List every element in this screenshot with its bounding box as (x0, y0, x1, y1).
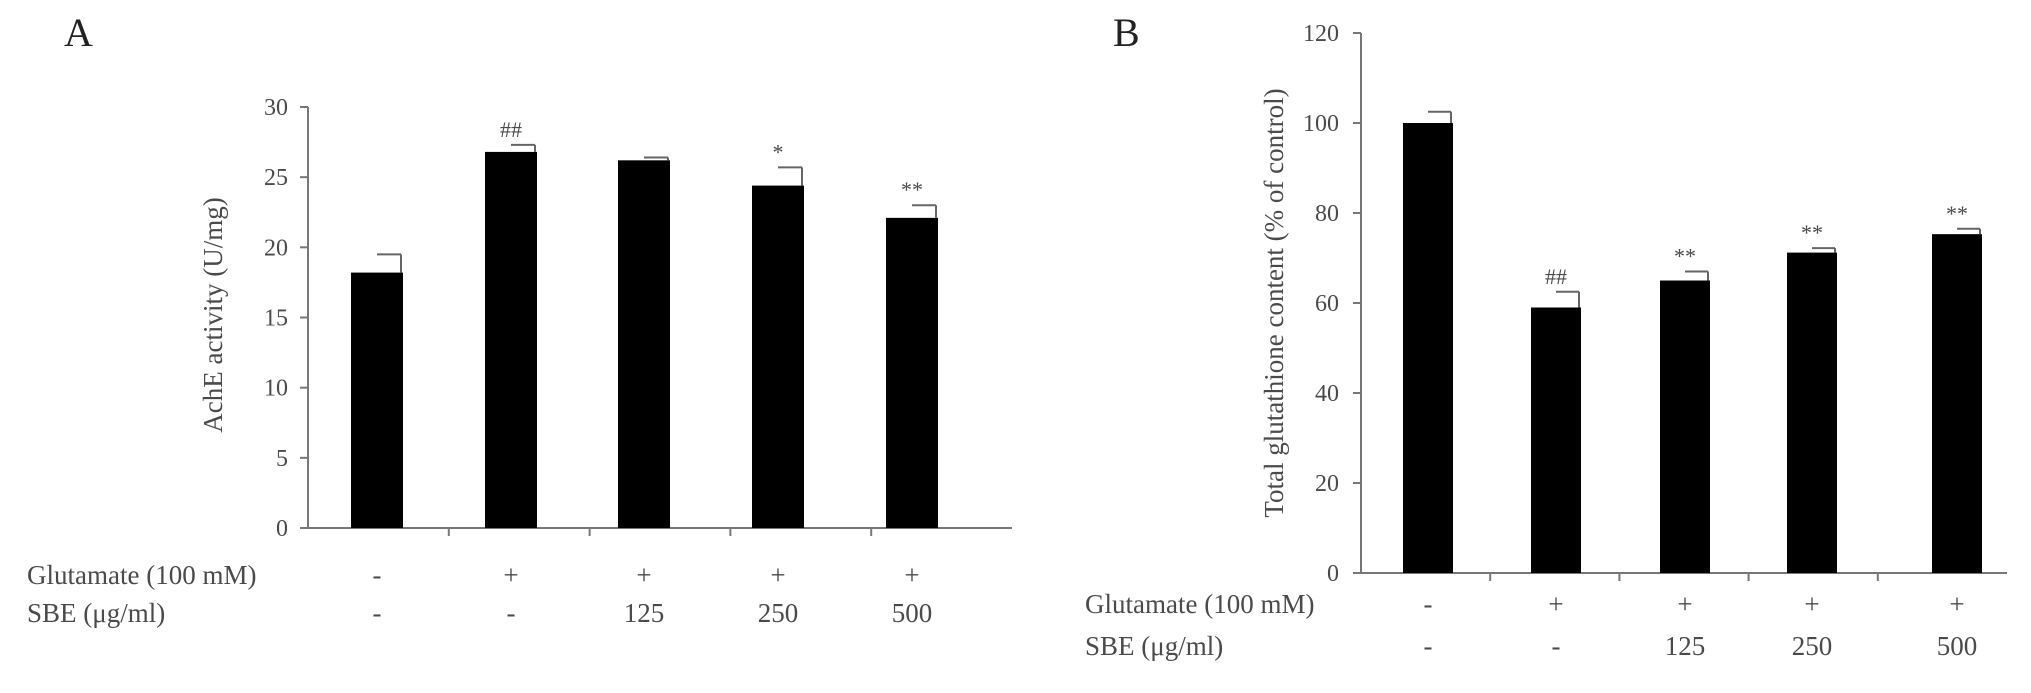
panel-a-y-tick-label: 25 (264, 165, 288, 191)
panel-b-y-tick-label: 120 (1303, 21, 1339, 47)
panel-b-significance-mark: ** (1674, 244, 1696, 269)
panel-a-y-tick-label: 15 (264, 306, 288, 332)
panel-a-row-value: 500 (892, 598, 933, 628)
panel-a-significance-mark: ** (901, 177, 923, 202)
panel-b-bar (1660, 280, 1710, 573)
panel-b-significance-mark: ** (1801, 220, 1823, 245)
panel-b-row-label: Glutamate (100 mM) (1085, 589, 1314, 619)
panel-b-y-tick-label: 60 (1315, 291, 1339, 317)
panel-b-row-value: - (1424, 631, 1433, 661)
panel-a-row-label: Glutamate (100 mM) (27, 560, 256, 590)
panel-b-y-tick-label: 0 (1327, 561, 1339, 587)
panel-a-row-value: - (373, 598, 382, 628)
panel-b-label: B (1113, 10, 1140, 55)
panel-b-y-axis-title: Total glutathione content (% of control) (1259, 88, 1289, 517)
panel-b-row-value: + (1677, 589, 1692, 619)
panel-b-row-value: 500 (1937, 631, 1978, 661)
panel-a-bar (351, 272, 403, 528)
panel-a-y-tick-label: 10 (264, 376, 288, 402)
panel-a-row-value: 125 (624, 598, 665, 628)
panel-a-row-value: 250 (758, 598, 799, 628)
panel-b-row-value: + (1804, 589, 1819, 619)
panel-a-y-tick-label: 0 (276, 516, 288, 542)
panel-b-y-tick-label: 100 (1303, 111, 1339, 137)
panel-a-label: A (64, 10, 93, 55)
panel-b-y-tick-label: 20 (1315, 471, 1339, 497)
panel-b-bar (1403, 123, 1453, 573)
panel-b-row-value: + (1548, 589, 1563, 619)
panel-b-y-tick-label: 80 (1315, 201, 1339, 227)
panel-a-row-value: + (503, 560, 518, 590)
panel-b-bar (1787, 252, 1837, 573)
panel-a-row-value: + (904, 560, 919, 590)
panel-a-row-label: SBE (μg/ml) (27, 598, 165, 628)
panel-b-row-label: SBE (μg/ml) (1085, 631, 1223, 661)
panel-a-y-tick-label: 5 (276, 446, 288, 472)
panel-b-y-tick-label: 40 (1315, 381, 1339, 407)
panel-a-row-value: + (636, 560, 651, 590)
panel-a-row-value: - (507, 598, 516, 628)
panel-a-bar (752, 185, 804, 528)
panel-b-bar (1932, 234, 1982, 573)
panel-b-bar (1531, 307, 1581, 573)
panel-a-bar (886, 217, 938, 528)
panel-a-significance-mark: * (773, 139, 784, 164)
panel-b-row-value: + (1949, 589, 1964, 619)
panel-a-row-value: + (770, 560, 785, 590)
panel-a-bar (618, 160, 670, 528)
panel-a-chart: A AchE activity (U/mg) 051015202530##***… (27, 10, 1012, 628)
panel-a-bar (485, 151, 537, 528)
panel-b-row-value: 125 (1665, 631, 1706, 661)
panel-b-significance-mark: ## (1545, 264, 1567, 289)
panel-b-row-value: - (1552, 631, 1561, 661)
panel-b-row-value: - (1424, 589, 1433, 619)
panel-a-y-tick-label: 30 (264, 95, 288, 121)
panel-b-significance-mark: ** (1946, 201, 1968, 226)
panel-a-significance-mark: ## (500, 117, 522, 142)
panel-a-y-tick-label: 20 (264, 235, 288, 261)
panel-a-y-axis-title: AchE activity (U/mg) (198, 197, 228, 432)
panel-a-row-value: - (373, 560, 382, 590)
panel-b-chart: B Total glutathione content (% of contro… (1085, 10, 2007, 661)
panel-b-row-value: 250 (1792, 631, 1833, 661)
